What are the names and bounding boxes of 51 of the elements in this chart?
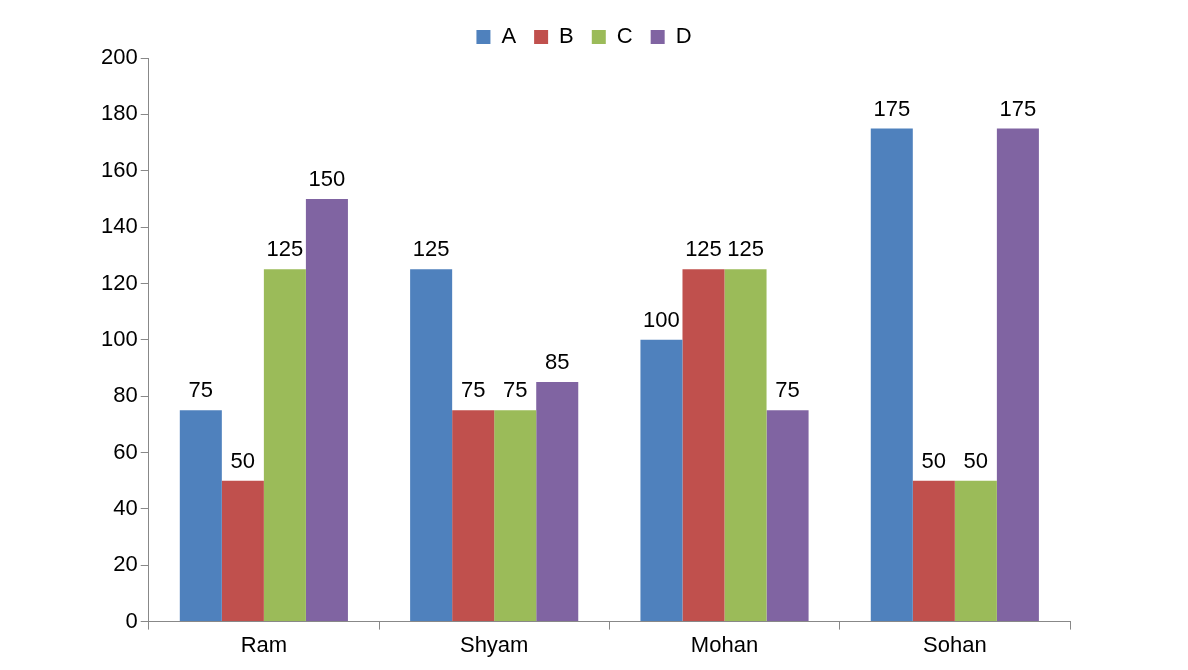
y-tick-label: 160 (100, 156, 138, 182)
bar (870, 128, 913, 622)
data-label: 125 (685, 236, 722, 262)
bar (263, 269, 306, 622)
data-label: 125 (412, 236, 450, 262)
x-tick-label: Ram (240, 631, 288, 657)
x-tick-label: Mohan (690, 631, 759, 657)
bar (494, 410, 537, 622)
data-label: 175 (999, 95, 1037, 121)
data-label: 50 (921, 447, 947, 473)
data-label: 50 (963, 447, 989, 473)
legend-label: A (501, 23, 517, 49)
x-tick-label: Shyam (459, 631, 529, 657)
y-tick-label: 60 (113, 438, 138, 464)
bar (996, 128, 1039, 622)
legend-label: B (559, 23, 574, 49)
y-tick-label: 100 (100, 325, 138, 351)
bar (305, 198, 348, 622)
data-label: 75 (460, 377, 486, 403)
data-label: 75 (188, 377, 214, 403)
data-label: 125 (727, 236, 764, 262)
bar (724, 269, 767, 622)
y-tick-label: 180 (100, 100, 138, 126)
data-label: 85 (545, 349, 570, 375)
bar (954, 480, 997, 622)
data-label: 75 (775, 377, 800, 403)
bar (912, 480, 955, 622)
bar (536, 382, 579, 622)
x-tick-label: Sohan (923, 631, 987, 657)
data-label: 50 (230, 447, 256, 473)
y-tick-label: 40 (113, 494, 138, 520)
y-tick-label: 0 (125, 607, 138, 633)
data-label: 100 (643, 306, 680, 332)
bar (221, 480, 264, 622)
bar (179, 410, 222, 622)
data-label: 175 (873, 95, 911, 121)
y-tick-label: 140 (100, 213, 138, 239)
data-label: 125 (266, 236, 304, 262)
legend-label: D (675, 23, 692, 49)
bar (640, 339, 683, 622)
y-tick-label: 20 (113, 551, 138, 577)
data-label: 75 (502, 377, 528, 403)
bar (682, 269, 725, 622)
y-tick-label: 200 (100, 44, 138, 70)
bar (410, 269, 453, 622)
y-tick-label: 80 (113, 382, 138, 408)
bar (452, 410, 495, 622)
data-label: 150 (308, 165, 346, 191)
bar (766, 410, 809, 622)
y-tick-label: 120 (100, 269, 138, 295)
legend-label: C (616, 23, 633, 49)
